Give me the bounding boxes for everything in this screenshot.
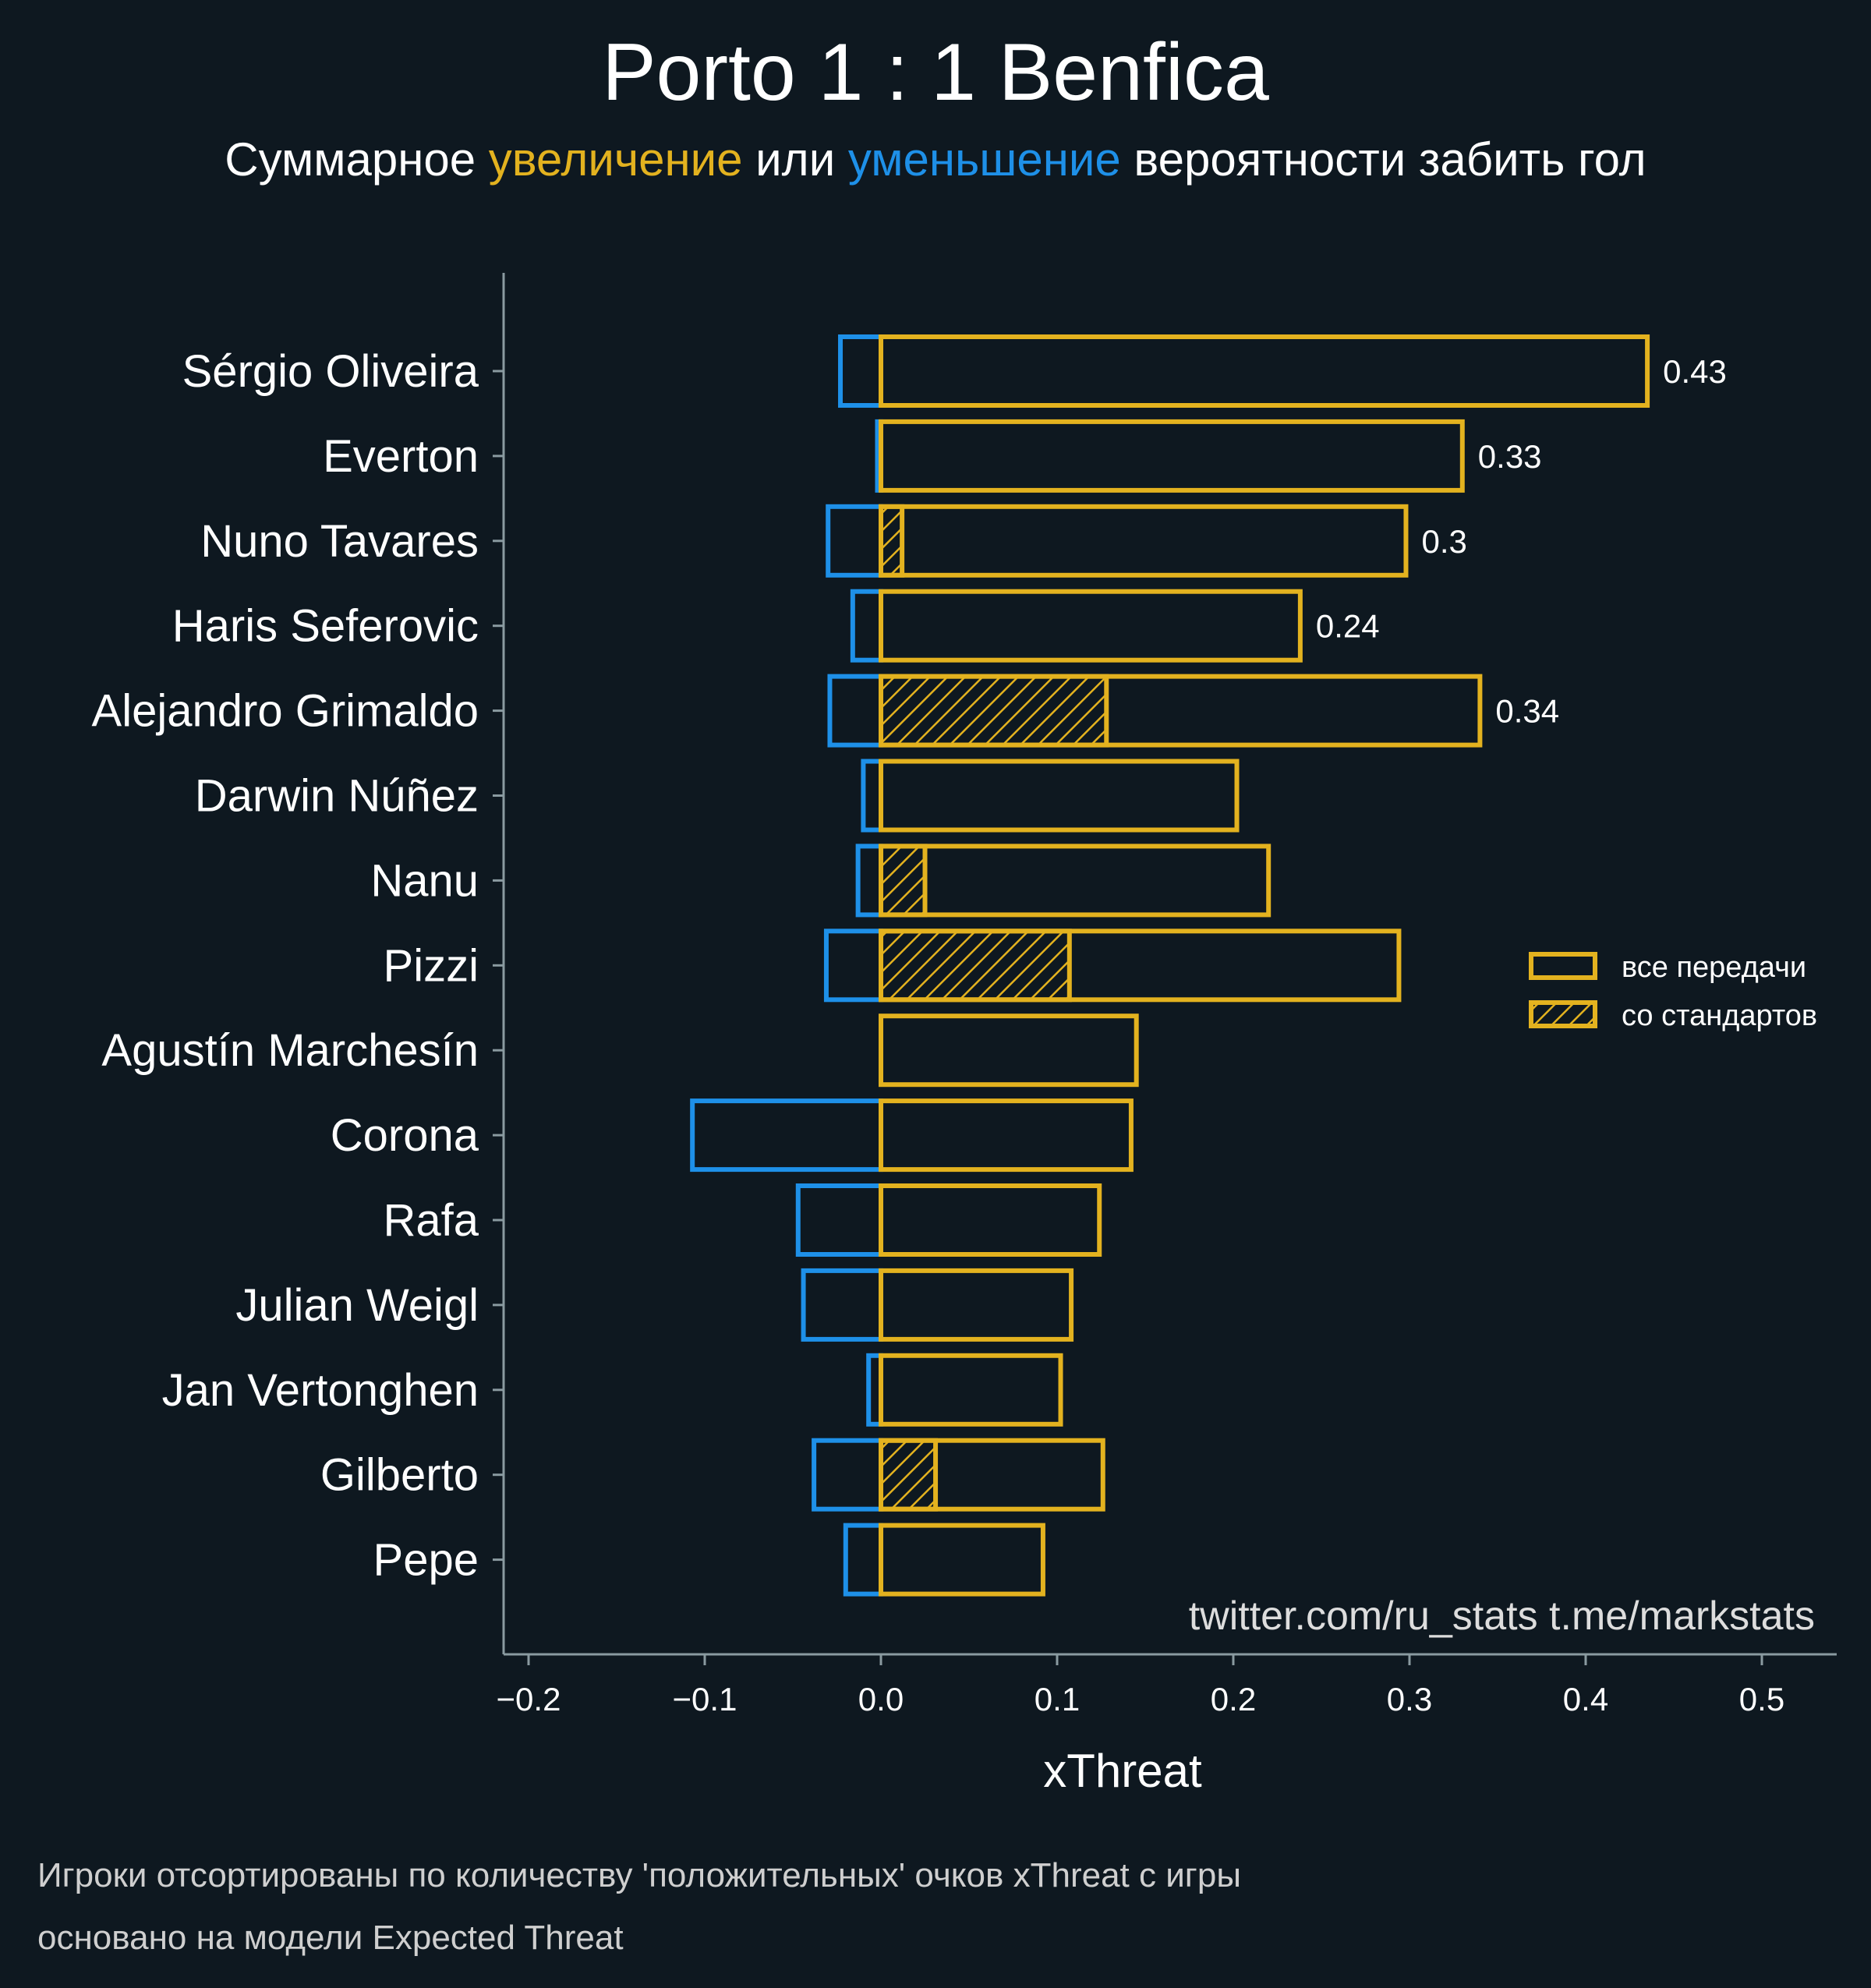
value-label: 0.3 (1421, 523, 1466, 560)
x-tick-label: 0.2 (1211, 1681, 1256, 1717)
positive-bar (879, 419, 1465, 493)
player-label: Pizzi (384, 940, 479, 991)
player-label: Everton (323, 431, 479, 482)
credit-text: twitter.com/ru_stats t.me/markstats (1189, 1594, 1815, 1639)
player-label: Nanu (370, 855, 479, 906)
chart-subtitle: Суммарное увеличение или уменьшение веро… (225, 133, 1646, 186)
positive-bar (879, 1013, 1139, 1088)
positive-bar (879, 1438, 1105, 1512)
positive-bar (879, 1183, 1102, 1257)
player-label: Haris Seferovic (172, 601, 479, 652)
player-label: Nuno Tavares (200, 516, 479, 567)
positive-bar (879, 759, 1240, 833)
subtitle-decrease-word: уменьшение (848, 133, 1121, 186)
positive-bar (879, 1523, 1045, 1597)
value-label: 0.33 (1478, 438, 1542, 475)
subtitle-prefix: Суммарное (225, 133, 488, 186)
subtitle-suffix: вероятности забить гол (1121, 133, 1646, 186)
legend-swatch-all-passes (1529, 952, 1597, 980)
set-piece-bar (879, 1438, 939, 1512)
player-label: Sérgio Oliveira (182, 346, 479, 397)
subtitle-increase-word: увеличение (489, 133, 743, 186)
x-tick-label: −0.1 (673, 1681, 737, 1717)
subtitle-middle: или (743, 133, 848, 186)
positive-bar (879, 1268, 1074, 1342)
set-piece-bar (879, 929, 1072, 1003)
value-label: 0.34 (1495, 693, 1559, 730)
player-label: Julian Weigl (235, 1280, 479, 1331)
legend: все передачи со стандартов (1529, 951, 1817, 1032)
chart-title: Porto 1 : 1 Benfica (602, 27, 1269, 118)
x-tick-label: −0.2 (497, 1681, 561, 1717)
legend-swatch-set-pieces (1529, 1000, 1597, 1028)
positive-bar (879, 929, 1402, 1003)
x-tick-label: 0.4 (1563, 1681, 1608, 1717)
player-label: Gilberto (320, 1450, 479, 1501)
player-label: Corona (331, 1110, 479, 1161)
positive-bar (879, 504, 1409, 578)
plot-area: −0.2 −0.1 0.0 0.1 0.2 0.3 0.4 0.5 Sérgio Oliveir… (92, 273, 1837, 1717)
player-label: Jan Vertonghen (162, 1365, 479, 1416)
x-axis-label: xThreat (1043, 1745, 1202, 1797)
x-tick-label: 0.3 (1387, 1681, 1432, 1717)
x-tick-label: 0.1 (1035, 1681, 1080, 1717)
legend-label-all-passes: все передачи (1622, 951, 1806, 984)
player-label: Agustín Marchesín (101, 1025, 479, 1076)
set-piece-bar (879, 504, 905, 578)
set-piece-bar (879, 844, 928, 918)
set-piece-bar (879, 674, 1109, 748)
player-label: Darwin Núñez (195, 771, 479, 822)
positive-bar (879, 1353, 1063, 1427)
x-tick-label: 0.0 (858, 1681, 904, 1717)
player-label: Alejandro Grimaldo (92, 686, 479, 737)
value-label: 0.43 (1663, 353, 1727, 390)
x-tick-label: 0.5 (1739, 1681, 1784, 1717)
player-label: Rafa (383, 1195, 479, 1246)
positive-bar (879, 674, 1483, 748)
positive-bar (879, 589, 1303, 663)
player-label: Pepe (373, 1535, 479, 1586)
value-label: 0.24 (1316, 608, 1380, 645)
positive-bar (879, 1098, 1134, 1173)
legend-label-set-pieces: со стандартов (1622, 999, 1817, 1032)
positive-bar (879, 334, 1650, 408)
footnote-1: Игроки отсортированы по количеству 'поло… (37, 1856, 1241, 1894)
positive-bar (879, 844, 1272, 918)
footnote-2: основано на модели Expected Threat (37, 1919, 624, 1957)
